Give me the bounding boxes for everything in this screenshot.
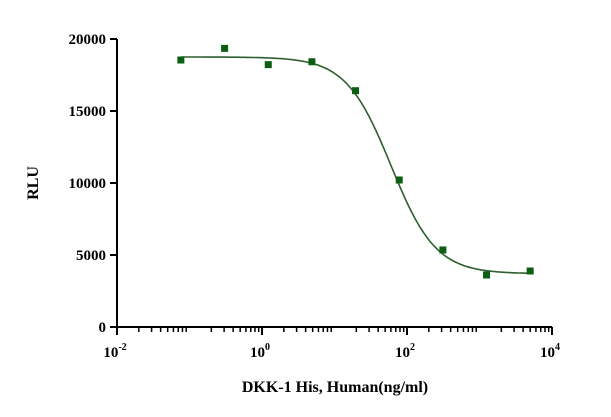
x-tick-label: 104 — [540, 342, 560, 361]
x-axis-label: DKK-1 His, Human(ng/ml) — [242, 379, 428, 396]
x-tick-label: 10-2 — [103, 342, 126, 361]
ticks: 0 5000 10000 15000 20000 10-2 100 102 104 — [69, 32, 561, 361]
y-tick-label: 0 — [99, 320, 107, 336]
x-tick-exponent: 0 — [265, 342, 270, 353]
y-tick-label: 15000 — [69, 104, 107, 120]
data-points — [177, 44, 534, 279]
x-tick-exponent: 4 — [555, 342, 560, 353]
x-tick-label: 102 — [395, 342, 415, 361]
data-point — [264, 61, 272, 69]
data-point — [221, 44, 229, 52]
data-point — [395, 176, 403, 184]
y-tick-label: 5000 — [76, 248, 106, 264]
data-point — [308, 58, 316, 66]
data-point — [177, 56, 185, 64]
y-tick-label: 10000 — [69, 176, 107, 192]
y-axis-label: RLU — [25, 166, 42, 200]
data-point — [439, 246, 447, 254]
x-tick-exponent: 2 — [410, 342, 415, 353]
x-tick-label: 100 — [250, 342, 270, 361]
data-point — [483, 271, 491, 279]
fit-curve — [180, 56, 531, 275]
data-point — [526, 267, 534, 275]
y-tick-label: 20000 — [69, 32, 107, 48]
axes — [116, 39, 552, 328]
x-tick-exponent: -2 — [118, 342, 126, 353]
data-point — [352, 87, 360, 95]
